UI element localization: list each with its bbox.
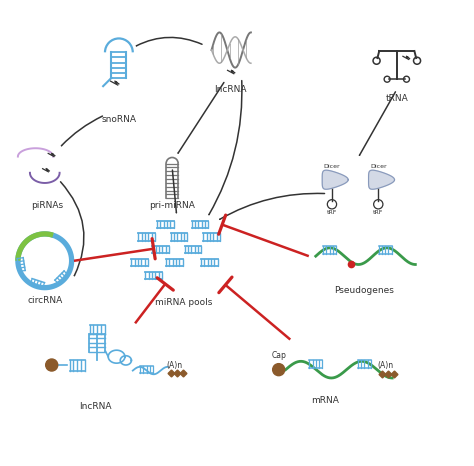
Polygon shape: [369, 170, 394, 189]
FancyArrowPatch shape: [359, 92, 395, 155]
Text: Dicer: Dicer: [324, 164, 340, 169]
Text: Pseudogenes: Pseudogenes: [335, 286, 394, 295]
Text: pri-miRNA: pri-miRNA: [149, 200, 195, 210]
FancyArrowPatch shape: [220, 193, 325, 219]
Text: snoRNA: snoRNA: [101, 115, 137, 124]
Text: tRF: tRF: [373, 210, 383, 215]
Text: (A)n: (A)n: [166, 362, 182, 370]
Text: piRNAs: piRNAs: [31, 200, 63, 210]
FancyArrowPatch shape: [209, 81, 242, 214]
FancyArrowPatch shape: [137, 37, 202, 46]
Text: lncRNA: lncRNA: [214, 85, 246, 94]
FancyArrowPatch shape: [173, 170, 176, 212]
Polygon shape: [322, 170, 348, 189]
FancyArrowPatch shape: [178, 82, 224, 153]
Text: Cap: Cap: [271, 351, 286, 360]
Circle shape: [273, 363, 285, 376]
Text: Dicer: Dicer: [370, 164, 387, 169]
Text: mRNA: mRNA: [311, 396, 339, 405]
Text: lncRNA: lncRNA: [80, 402, 112, 411]
FancyArrowPatch shape: [61, 182, 84, 275]
Text: (A)n: (A)n: [377, 362, 393, 370]
Text: circRNA: circRNA: [27, 295, 63, 305]
Text: miRNA pools: miRNA pools: [155, 298, 212, 307]
Circle shape: [46, 359, 58, 371]
Text: tRF: tRF: [327, 210, 337, 215]
FancyArrowPatch shape: [62, 116, 102, 146]
Text: tRNA: tRNA: [385, 94, 408, 103]
